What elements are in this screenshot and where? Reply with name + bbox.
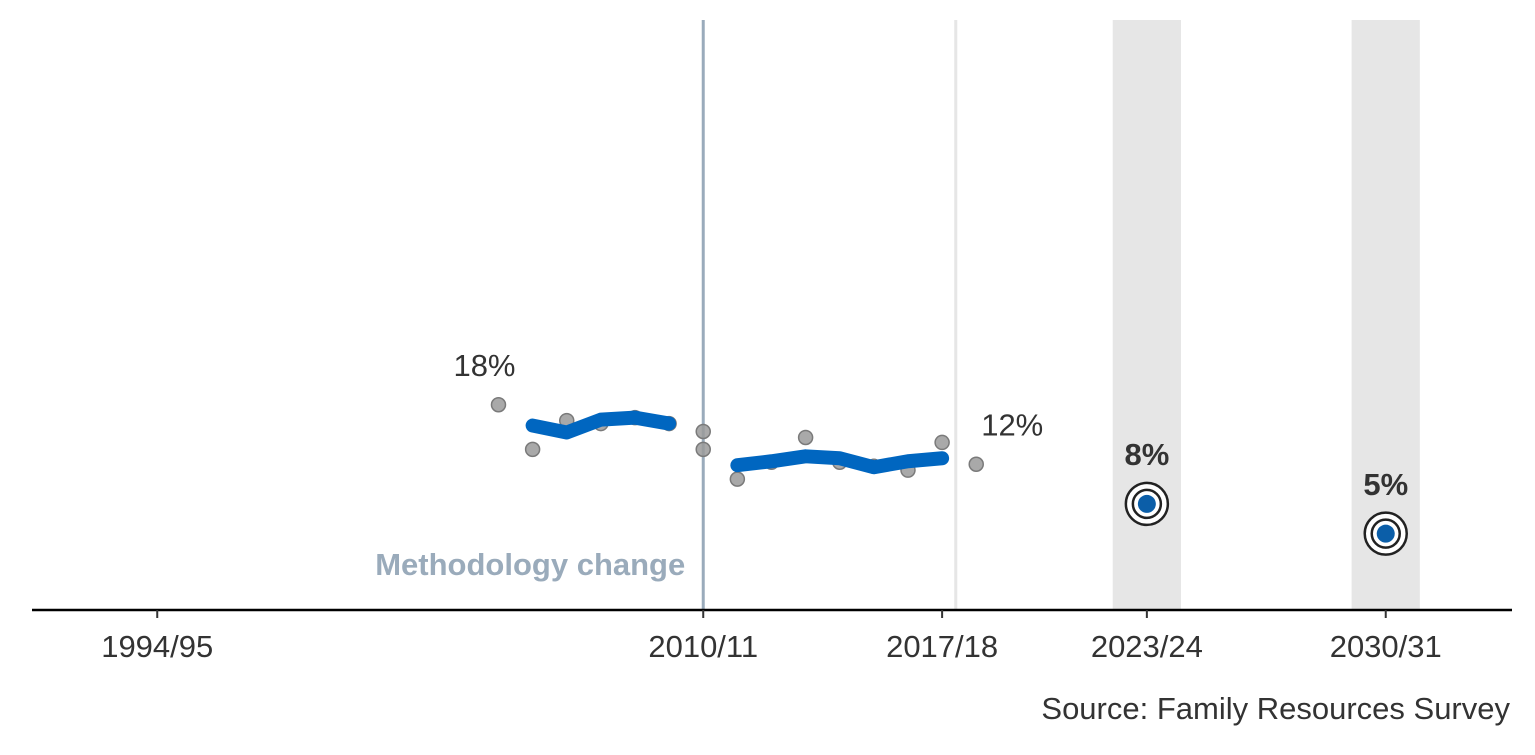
data-point	[490, 396, 507, 413]
data-point	[797, 429, 814, 446]
data-label: 12%	[981, 407, 1043, 442]
data-point	[524, 441, 541, 458]
target-label: 8%	[1124, 437, 1169, 472]
data-point	[729, 471, 746, 487]
x-tick-label: 1994/95	[101, 629, 213, 664]
x-tick-label: 2023/24	[1091, 629, 1203, 664]
x-tick-label: 2017/18	[886, 629, 998, 664]
reference-label: Methodology change	[375, 547, 685, 582]
data-point	[695, 441, 711, 458]
target-point	[1137, 494, 1156, 513]
data-label: 18%	[453, 348, 515, 383]
data-point	[968, 456, 984, 472]
x-tick-label: 2030/31	[1330, 629, 1442, 664]
target-point	[1376, 524, 1395, 543]
data-point	[695, 423, 711, 440]
data-point	[934, 434, 950, 451]
trend-line	[525, 410, 950, 475]
target-label: 5%	[1363, 467, 1408, 502]
source: Source: Family Resources Survey	[1041, 691, 1510, 726]
x-tick-label: 2010/11	[648, 629, 758, 664]
